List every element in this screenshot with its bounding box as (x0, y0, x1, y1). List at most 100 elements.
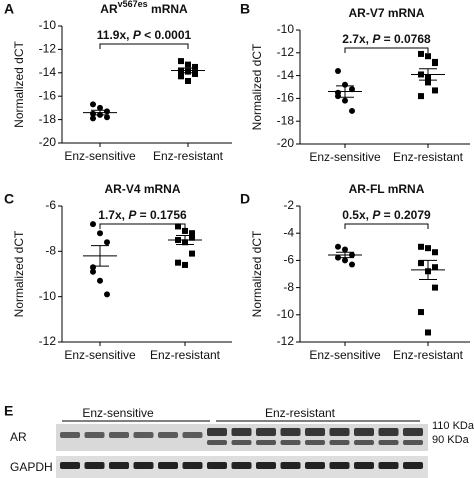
point (97, 104, 103, 111)
point (342, 257, 348, 264)
title-part: v567es (118, 0, 148, 9)
annotation-part: P (372, 32, 381, 46)
gapdh-band (256, 462, 276, 469)
point (349, 86, 355, 93)
point (342, 97, 348, 104)
point (104, 239, 110, 246)
point (189, 230, 195, 237)
y-axis-label: Normalized dCT (12, 230, 26, 317)
bracket (344, 47, 429, 53)
ar-band (280, 428, 301, 436)
y-tick-label: -6 (283, 253, 294, 267)
ar-band (158, 432, 178, 438)
x-tick-label: Enz-resistant (153, 149, 224, 163)
ar-band-lower (280, 440, 301, 445)
gapdh-band (378, 462, 399, 469)
row-label: AR (10, 430, 27, 444)
y-axis-label: Normalized dCT (12, 40, 26, 127)
annotation-part: < 0.0001 (141, 28, 192, 42)
gapdh-band (182, 462, 203, 469)
point (432, 60, 438, 67)
point (90, 101, 96, 108)
ar-band-lower (329, 440, 350, 445)
ar-band (60, 432, 80, 438)
point (192, 70, 198, 77)
point (182, 227, 188, 234)
y-tick-label: -10 (39, 289, 57, 303)
x-tick-label: Enz-sensitive (309, 348, 381, 362)
point (104, 108, 110, 115)
y-tick-label: -12 (277, 45, 295, 59)
x-tick-label: Enz-sensitive (309, 150, 381, 164)
title-part: mRNA (148, 2, 188, 16)
point (104, 291, 110, 298)
annotation: 1.7x, P = 0.1756 (98, 208, 187, 222)
point (349, 107, 355, 114)
annotation: 11.9x, P < 0.0001 (97, 28, 192, 42)
point (185, 77, 191, 84)
annotation-part: = 0.1756 (136, 208, 187, 222)
panel-label: B (240, 1, 250, 17)
point (418, 309, 424, 316)
panel-label: E (4, 403, 13, 419)
point (425, 79, 431, 86)
point (335, 93, 341, 100)
y-tick-label: -8 (283, 280, 294, 294)
annotation-part: P (133, 28, 142, 42)
point (432, 264, 438, 271)
ar-band-lower (403, 440, 423, 445)
gapdh-band (133, 462, 154, 469)
bracket (99, 223, 186, 229)
bracket (99, 43, 189, 49)
y-tick-label: -12 (39, 42, 57, 56)
annotation-part: 2.7x, (342, 32, 372, 46)
gapdh-band (207, 462, 227, 469)
y-tick-label: -12 (39, 334, 57, 348)
y-tick-label: -18 (39, 112, 57, 126)
ar-band (109, 432, 129, 438)
point (432, 249, 438, 256)
ar-band-lower (207, 440, 227, 445)
point (104, 114, 110, 121)
point (418, 243, 424, 250)
annotation-part: 1.7x, (98, 208, 128, 222)
y-tick-label: -16 (39, 88, 57, 102)
y-tick-label: -8 (45, 244, 56, 258)
y-tick-label: -10 (277, 22, 295, 36)
y-tick-label: -10 (39, 18, 57, 32)
chart-title: ARv567es mRNA (100, 0, 188, 16)
ar-band (329, 428, 350, 436)
annotation-part: P (128, 208, 137, 222)
ar-band-lower (354, 440, 374, 445)
gapdh-band (354, 462, 374, 469)
ar-band (133, 432, 154, 438)
gapdh-band (60, 462, 80, 469)
annotation-part: 11.9x, (97, 28, 133, 42)
panel-label: A (4, 1, 14, 17)
chart-title: AR-V7 mRNA (348, 6, 424, 20)
ar-band-lower (231, 440, 252, 445)
ar-band (354, 428, 374, 436)
title-part: AR (100, 2, 118, 16)
y-tick-label: -12 (277, 334, 295, 348)
point (97, 277, 103, 284)
y-axis-label: Normalized dCT (250, 43, 264, 130)
row-label: GAPDH (10, 460, 53, 474)
point (185, 61, 191, 68)
y-tick-label: -20 (277, 136, 295, 150)
gapdh-band (329, 462, 350, 469)
point (432, 284, 438, 291)
x-tick-label: Enz-sensitive (64, 149, 136, 163)
y-tick-label: -14 (39, 65, 57, 79)
point (418, 93, 424, 100)
y-tick-label: -6 (45, 198, 56, 212)
gapdh-band (280, 462, 301, 469)
ar-band-lower (378, 440, 399, 445)
chart-title: AR-V4 mRNA (104, 182, 180, 196)
point (178, 58, 184, 65)
annotation-part: = 0.0768 (380, 32, 431, 46)
gapdh-band (305, 462, 325, 469)
point (342, 246, 348, 253)
y-tick-label: -18 (277, 113, 295, 127)
